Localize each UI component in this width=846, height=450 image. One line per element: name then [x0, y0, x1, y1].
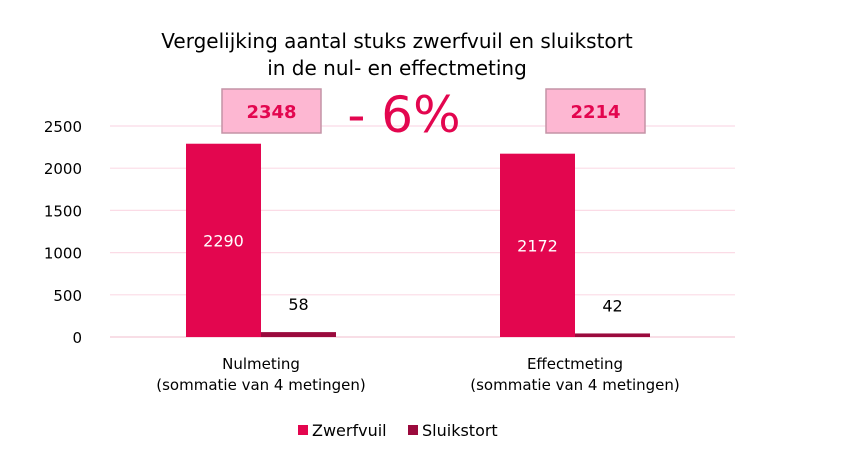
bar-zwerfvuil: [500, 153, 575, 337]
total-label: 2214: [570, 102, 620, 123]
bar-sluikstort: [261, 332, 336, 337]
data-label: 58: [288, 295, 308, 314]
legend-swatch: [298, 425, 308, 435]
data-label: 2290: [203, 231, 244, 250]
bar-zwerfvuil: [186, 143, 261, 337]
total-label: 2348: [246, 102, 296, 123]
chart-title-line1: Vergelijking aantal stuks zwerfvuil en s…: [161, 29, 633, 53]
total-box: [221, 88, 322, 134]
chart-title-line2: in de nul- en effectmeting: [267, 56, 527, 80]
data-label: 2172: [517, 236, 558, 255]
y-tick-label: 2000: [44, 160, 82, 178]
total-box: [545, 88, 646, 134]
y-tick-label: 1500: [44, 202, 82, 220]
x-tick-sublabel: (sommatie van 4 metingen): [470, 376, 679, 394]
legend-swatch: [408, 425, 418, 435]
x-tick-label: Nulmeting: [222, 355, 300, 373]
y-tick-label: 1000: [44, 245, 82, 263]
y-tick-label: 0: [72, 329, 82, 347]
data-label: 42: [602, 296, 622, 315]
legend-label: Zwerfvuil: [312, 421, 387, 440]
bar-sluikstort: [575, 333, 650, 337]
x-tick-sublabel: (sommatie van 4 metingen): [156, 376, 365, 394]
x-tick-label: Effectmeting: [527, 355, 623, 373]
legend-label: Sluikstort: [422, 421, 498, 440]
y-tick-label: 500: [53, 287, 82, 305]
y-tick-label: 2500: [44, 118, 82, 136]
change-annotation: - 6%: [347, 86, 460, 144]
